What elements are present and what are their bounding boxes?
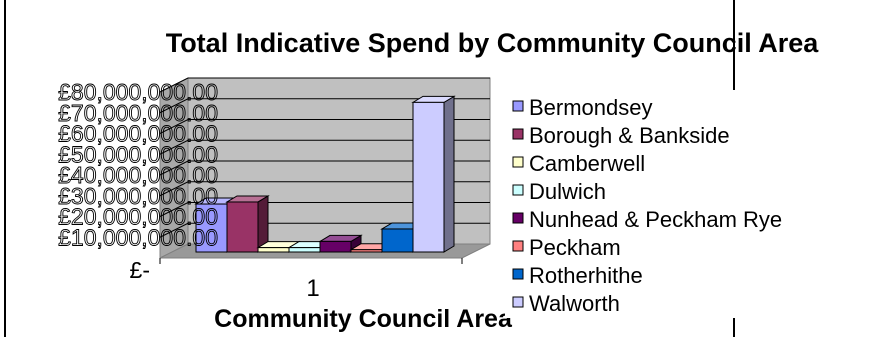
legend-swatch xyxy=(512,100,524,112)
bar-walworth xyxy=(411,95,456,253)
legend-swatch xyxy=(512,156,524,168)
bar-side xyxy=(443,95,455,253)
bars xyxy=(194,95,456,253)
y-tick-label: £20,000,000.00 xyxy=(58,204,218,230)
legend-item: Bermondsey xyxy=(512,95,653,120)
y-tick-label: £- xyxy=(130,257,150,283)
legend-label: Borough & Bankside xyxy=(529,123,730,148)
legend-item: Borough & Bankside xyxy=(512,123,730,148)
x-axis-label: Community Council Area xyxy=(214,305,513,333)
legend-swatch xyxy=(512,296,524,308)
gridline xyxy=(159,202,490,217)
chart-title: Total Indicative Spend by Community Coun… xyxy=(166,28,820,58)
gridlines xyxy=(159,77,490,264)
legend-item: Walworth xyxy=(512,291,620,316)
gridline xyxy=(159,119,490,134)
y-tick-label: £10,000,000.00 xyxy=(58,224,218,250)
legend-label: Rotherhithe xyxy=(529,263,643,288)
legend-item: Nunhead & Peckham Rye xyxy=(512,207,782,232)
legend-box xyxy=(505,90,736,318)
gridline xyxy=(159,139,490,155)
legend-label: Bermondsey xyxy=(529,95,653,120)
bar-front xyxy=(319,240,352,253)
y-tick-label: £40,000,000.00 xyxy=(58,162,218,188)
x-axis-category-label: 1 xyxy=(306,275,319,302)
y-tick-label: £60,000,000.00 xyxy=(58,121,218,147)
legend-item: Dulwich xyxy=(512,179,606,204)
legend-swatch xyxy=(512,268,524,280)
bar-front xyxy=(257,247,290,253)
bar-front xyxy=(412,101,445,253)
bar-front xyxy=(288,247,321,253)
gridline xyxy=(159,222,490,238)
legend-swatch xyxy=(512,184,524,196)
bar-front xyxy=(381,228,414,253)
gridline xyxy=(159,98,490,114)
legend-item: Peckham xyxy=(512,235,621,260)
y-tick-label: £70,000,000.00 xyxy=(58,100,218,126)
legend-swatch xyxy=(512,212,524,224)
legend-label: Camberwell xyxy=(529,151,645,176)
bar-front xyxy=(195,203,228,253)
bar-borough-bankside xyxy=(225,195,270,253)
legend-label: Nunhead & Peckham Rye xyxy=(529,207,782,232)
bar-front xyxy=(350,249,383,253)
legend-swatch xyxy=(512,128,524,140)
legend-label: Dulwich xyxy=(529,179,606,204)
gridline xyxy=(159,160,490,176)
legend-item: Rotherhithe xyxy=(512,263,643,288)
legend-swatch xyxy=(512,240,524,252)
y-tick-label: £80,000,000.00 xyxy=(58,79,218,105)
gridline xyxy=(159,181,490,197)
bar-front xyxy=(226,201,259,253)
gridline xyxy=(159,77,490,93)
y-axis-tick-labels: £- £10,000,000.00£20,000,000.00£30,000,00… xyxy=(58,79,219,283)
legend: Bermondsey Borough & Bankside Camberwell Du… xyxy=(505,90,782,318)
y-tick-label: £30,000,000.00 xyxy=(58,183,218,209)
legend-item: Camberwell xyxy=(512,151,645,176)
legend-label: Peckham xyxy=(529,235,621,260)
y-tick-label: £50,000,000.00 xyxy=(58,141,218,167)
legend-label: Walworth xyxy=(529,291,620,316)
